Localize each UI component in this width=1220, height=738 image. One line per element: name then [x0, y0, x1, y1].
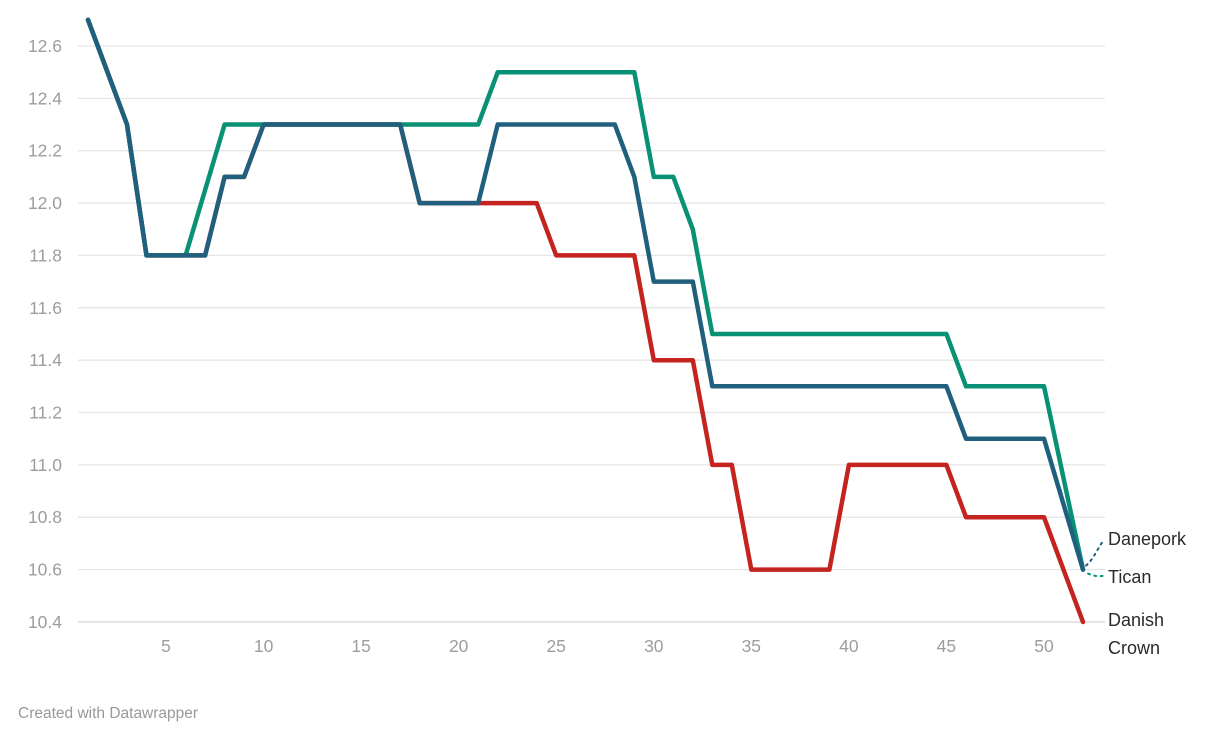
x-tick-label: 50	[1034, 636, 1054, 656]
y-tick-label: 11.4	[29, 350, 62, 370]
y-tick-label: 12.6	[28, 36, 62, 56]
leader-line-danepork	[1085, 540, 1104, 567]
y-tick-label: 10.6	[28, 560, 62, 580]
y-tick-label: 10.4	[28, 612, 62, 632]
leader-line-tican	[1087, 572, 1105, 578]
y-tick-label: 12.2	[28, 141, 62, 161]
x-tick-label: 5	[161, 636, 171, 656]
x-tick-label: 25	[546, 636, 565, 656]
x-tick-label: 35	[742, 636, 761, 656]
y-tick-label: 11.0	[29, 455, 62, 475]
y-tick-label: 11.2	[29, 403, 62, 423]
y-tick-label: 12.4	[28, 88, 62, 108]
datawrapper-credit: Created with Datawrapper	[18, 705, 199, 722]
x-tick-label: 15	[351, 636, 370, 656]
series-line-danepork	[85, 17, 1086, 572]
series-line-danish-crown	[85, 17, 1086, 625]
x-tick-label: 30	[644, 636, 664, 656]
series-label-danish-crown: Danish Crown	[1108, 610, 1165, 658]
x-tick-label: 20	[449, 636, 469, 656]
y-tick-label: 12.0	[28, 193, 62, 213]
series-line-tican	[85, 17, 1086, 572]
series-label-tican: Tican	[1108, 567, 1152, 587]
y-tick-label: 11.8	[29, 245, 62, 265]
x-tick-label: 40	[839, 636, 859, 656]
x-tick-label: 10	[254, 636, 274, 656]
y-tick-label: 10.8	[28, 507, 62, 527]
y-tick-label: 11.6	[29, 298, 62, 318]
x-tick-label: 45	[937, 636, 956, 656]
series-label-danepork: Danepork	[1108, 529, 1187, 549]
